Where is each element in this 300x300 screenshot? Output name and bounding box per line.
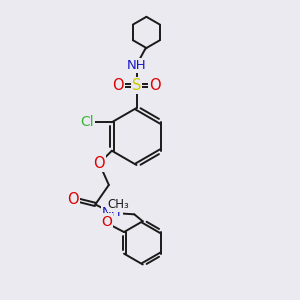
Text: O: O xyxy=(101,214,112,229)
Text: CH₃: CH₃ xyxy=(108,198,130,211)
Text: NH: NH xyxy=(127,58,146,72)
Text: S: S xyxy=(132,78,141,93)
Text: O: O xyxy=(149,78,161,93)
Text: NH: NH xyxy=(102,206,122,219)
Text: Cl: Cl xyxy=(80,115,94,129)
Text: O: O xyxy=(67,191,79,206)
Text: O: O xyxy=(93,156,105,171)
Text: O: O xyxy=(112,78,124,93)
